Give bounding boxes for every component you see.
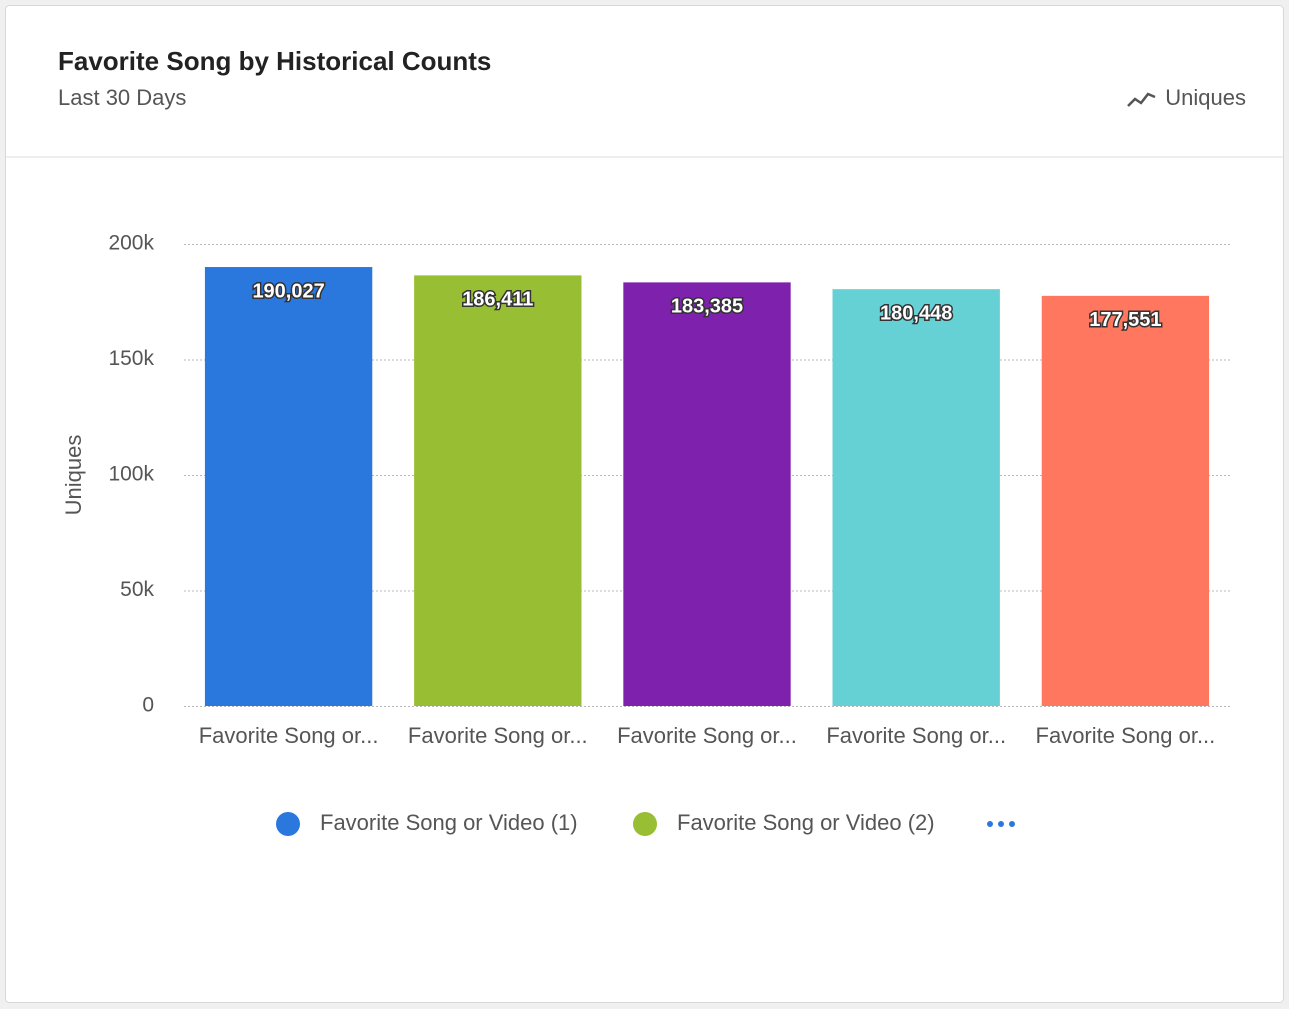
bar[interactable] xyxy=(1041,295,1210,706)
x-tick-label: Favorite Song or... xyxy=(199,723,379,748)
bar[interactable] xyxy=(414,275,582,706)
legend-swatch[interactable] xyxy=(633,812,657,836)
legend-swatch[interactable] xyxy=(276,812,300,836)
y-tick-label: 50k xyxy=(120,578,154,601)
value-label: 190,027 xyxy=(252,280,324,302)
x-tick-label: Favorite Song or... xyxy=(617,723,797,748)
y-tick-label: 150k xyxy=(108,347,154,370)
x-tick-label: Favorite Song or... xyxy=(826,723,1006,748)
value-label: 183,385 xyxy=(671,296,743,318)
x-tick-label: Favorite Song or... xyxy=(408,723,588,748)
y-tick-label: 200k xyxy=(108,232,154,255)
value-label: 180,448 xyxy=(880,302,952,324)
bar[interactable] xyxy=(623,282,791,706)
more-dot xyxy=(987,821,993,827)
bar[interactable] xyxy=(832,289,1000,706)
x-tick-label: Favorite Song or... xyxy=(1036,723,1216,748)
value-label: 177,551 xyxy=(1089,309,1161,331)
chart-subtitle: Last 30 Days xyxy=(58,85,186,110)
metric-icon[interactable] xyxy=(1127,92,1156,107)
bar[interactable] xyxy=(204,267,373,706)
metric-toggle[interactable]: Uniques xyxy=(1165,85,1246,110)
y-axis-label: Uniques xyxy=(61,435,86,516)
chart-title: Favorite Song by Historical Counts xyxy=(58,46,491,76)
legend-more[interactable] xyxy=(987,821,1015,827)
y-tick-label: 100k xyxy=(108,463,154,486)
value-label: 186,411 xyxy=(462,289,533,311)
more-dot xyxy=(1009,821,1015,827)
legend-label[interactable]: Favorite Song or Video (1) xyxy=(320,810,578,835)
more-dot xyxy=(998,821,1004,827)
y-tick-label: 0 xyxy=(142,694,154,717)
legend-label[interactable]: Favorite Song or Video (2) xyxy=(677,810,935,835)
